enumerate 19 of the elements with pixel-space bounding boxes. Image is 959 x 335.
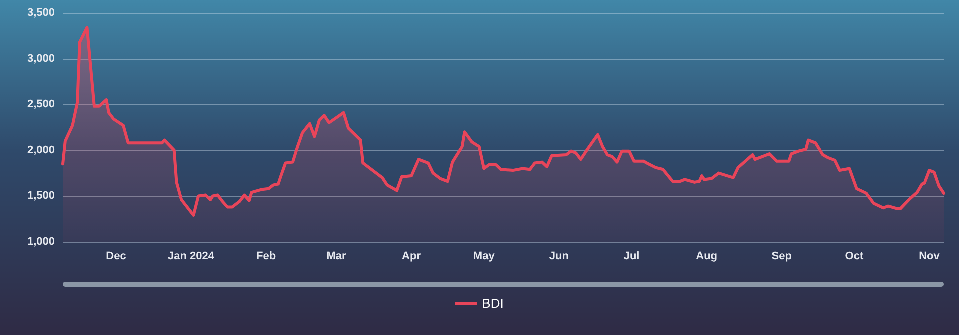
y-tick-label: 2,000 bbox=[27, 144, 55, 156]
y-tick-label: 1,000 bbox=[27, 236, 55, 248]
y-tick-label: 3,000 bbox=[27, 52, 55, 65]
y-tick-label: 1,500 bbox=[27, 190, 55, 202]
x-tick-label: Mar bbox=[326, 250, 347, 262]
x-tick-label: Oct bbox=[845, 250, 864, 262]
x-tick-label: Jul bbox=[624, 250, 640, 262]
y-tick-label: 3,500 bbox=[27, 7, 55, 19]
x-tick-label: Jun bbox=[549, 250, 570, 262]
x-tick-label: May bbox=[473, 250, 496, 262]
y-tick-label: 2,500 bbox=[27, 98, 55, 111]
legend-label: BDI bbox=[482, 296, 504, 311]
x-tick-label: Aug bbox=[696, 250, 718, 262]
x-tick-label: Sep bbox=[772, 250, 792, 262]
x-tick-label: Nov bbox=[919, 250, 941, 262]
x-tick-label: Jan 2024 bbox=[168, 250, 216, 262]
x-tick-label: Feb bbox=[256, 250, 276, 262]
x-tick-label: Dec bbox=[106, 250, 126, 262]
x-tick-label: Apr bbox=[402, 250, 422, 262]
